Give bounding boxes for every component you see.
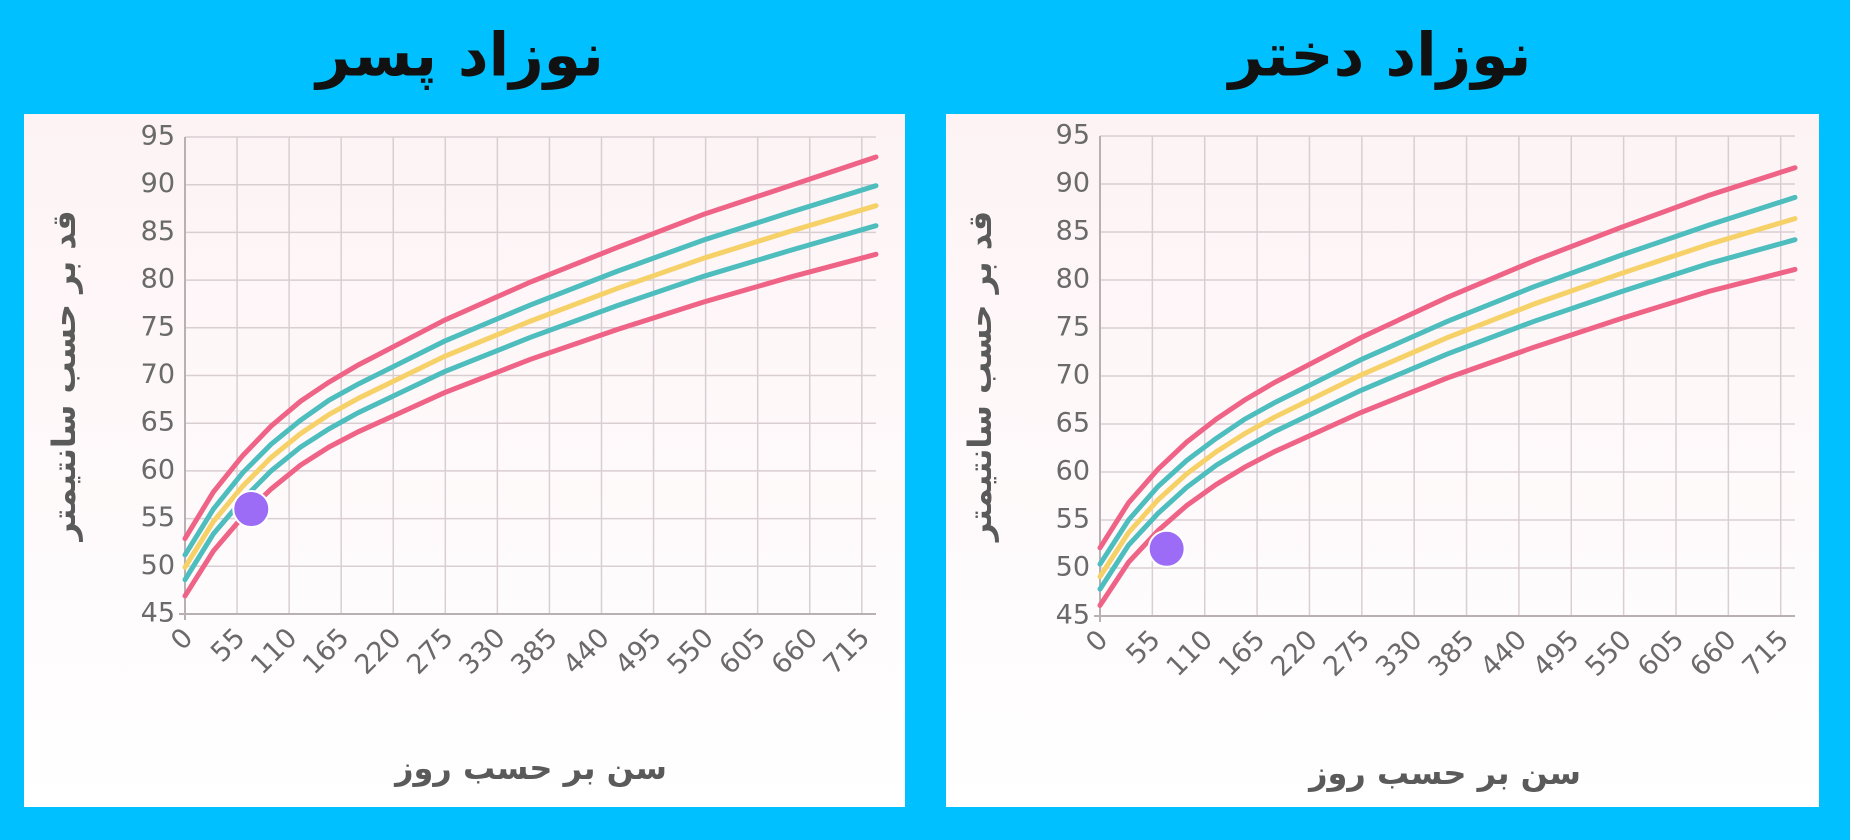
y-tick-label: 50 xyxy=(141,550,175,581)
y-tick-label: 80 xyxy=(1056,264,1090,295)
y-tick-label: 50 xyxy=(1056,552,1090,583)
growth-line xyxy=(1097,194,1798,567)
y-axis-label: قد بر حسب سانتیمتر xyxy=(45,210,83,542)
x-axis-label: سن بر حسب روز xyxy=(1307,754,1581,792)
y-tick-label: 90 xyxy=(1056,168,1090,199)
y-tick-label: 85 xyxy=(1056,216,1090,247)
y-axis-label: قد بر حسب سانتیمتر xyxy=(961,211,999,543)
y-tick-label: 70 xyxy=(1056,360,1090,391)
growth-line xyxy=(182,203,879,570)
child-point xyxy=(1147,529,1186,568)
y-tick-label: 75 xyxy=(141,311,175,342)
panel-background xyxy=(946,114,1819,807)
growth-line xyxy=(1097,266,1798,608)
y-tick-label: 65 xyxy=(141,407,175,438)
y-tick-label: 85 xyxy=(141,216,175,247)
growth-line xyxy=(1097,237,1798,592)
y-tick-label: 70 xyxy=(141,359,175,390)
y-tick-label: 65 xyxy=(1056,408,1090,439)
growth-line xyxy=(182,183,879,558)
growth-line xyxy=(1097,165,1798,551)
y-tick-label: 80 xyxy=(141,264,175,295)
y-tick-label: 95 xyxy=(141,121,175,152)
y-tick-label: 55 xyxy=(1056,504,1090,535)
y-tick-label: 75 xyxy=(1056,312,1090,343)
chart-title: نوزاد پسر xyxy=(313,21,604,91)
growth-line xyxy=(182,154,879,542)
y-tick-label: 45 xyxy=(1056,600,1090,631)
x-axis-label: سن بر حسب روز xyxy=(393,749,667,787)
y-tick-label: 95 xyxy=(1056,120,1090,151)
y-tick-label: 55 xyxy=(141,502,175,533)
child-point xyxy=(232,490,271,529)
y-tick-label: 60 xyxy=(141,454,175,485)
y-tick-label: 90 xyxy=(141,168,175,199)
y-tick-label: 60 xyxy=(1056,456,1090,487)
growth-line xyxy=(1097,216,1798,580)
chart-title: نوزاد دختر xyxy=(1226,21,1532,91)
y-tick-label: 45 xyxy=(141,598,175,629)
